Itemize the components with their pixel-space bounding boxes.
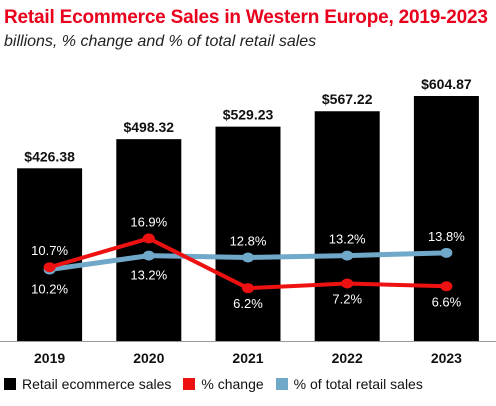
pct-total-point-2021 [242,252,254,263]
bar-labels-layer: $426.38 $498.32 $529.23 $567.22 $604.87 [24,76,472,164]
pct-total-label-2023: 13.8% [428,229,465,244]
legend-label-percent-change: % change [201,376,264,392]
bar-label-2020: $498.32 [123,119,174,135]
legend: Retail ecommerce sales % change % of tot… [4,376,435,392]
bar-label-2021: $529.23 [223,107,274,123]
bar-2019 [17,168,83,341]
pct-total-point-2023 [440,247,453,258]
pct-total-label-2020: 13.2% [130,268,167,283]
x-tick-label-2020: 2020 [133,350,164,366]
bar-2023 [413,96,479,341]
chart-subtitle: billions, % change and % of total retail… [4,33,317,50]
pct-change-point-2022 [341,278,354,289]
bar-2022 [314,111,380,341]
bar-2021 [215,126,281,341]
x-tick-label-2019: 2019 [34,350,65,366]
legend-swatch-percent-change [183,378,196,390]
pct-total-label-2019: 10.2% [31,282,68,297]
chart-title: Retail Ecommerce Sales in Western Europe… [4,7,488,28]
x-tick-label-2021: 2021 [232,350,263,366]
pct-change-label-2019: 10.7% [31,243,68,258]
legend-item-percent-change: % change [183,376,264,392]
pct-total-point-2020 [142,250,155,261]
legend-swatch-ecommerce-sales [4,378,16,390]
pct-change-point-2021 [242,283,254,294]
pct-total-label-2022: 13.2% [329,232,366,247]
legend-item-percent-total: % of total retail sales [275,376,423,392]
legend-swatch-percent-total [275,378,288,390]
x-tick-label-2023: 2023 [431,350,462,366]
pct-total-label-2021: 12.8% [230,233,267,248]
bars-layer [17,96,479,341]
x-axis: 2019 2020 2021 2022 2023 [0,341,496,366]
legend-label-ecommerce-sales: Retail ecommerce sales [22,376,172,392]
pct-change-label-2021: 6.2% [233,296,263,311]
x-tick-label-2022: 2022 [332,350,363,366]
legend-item-ecommerce-sales: Retail ecommerce sales [4,376,171,392]
legend-label-percent-total: % of total retail sales [293,376,423,392]
pct-change-point-2020 [142,233,155,244]
pct-change-label-2023: 6.6% [432,294,462,309]
bar-label-2019: $426.38 [24,148,75,164]
pct-total-point-2022 [341,250,354,261]
bar-label-2022: $567.22 [322,91,373,107]
lines-layer [43,233,453,294]
line-labels-layer: 10.7% 16.9% 6.2% 7.2% 6.6% 10.2% 13.2% 12.8% 13.… [31,214,465,311]
pct-change-point-2023 [440,281,453,292]
pct-change-label-2020: 16.9% [130,214,167,229]
bar-label-2023: $604.87 [421,76,472,92]
pct-change-label-2022: 7.2% [332,292,362,307]
pct-change-point-2019 [43,262,56,273]
